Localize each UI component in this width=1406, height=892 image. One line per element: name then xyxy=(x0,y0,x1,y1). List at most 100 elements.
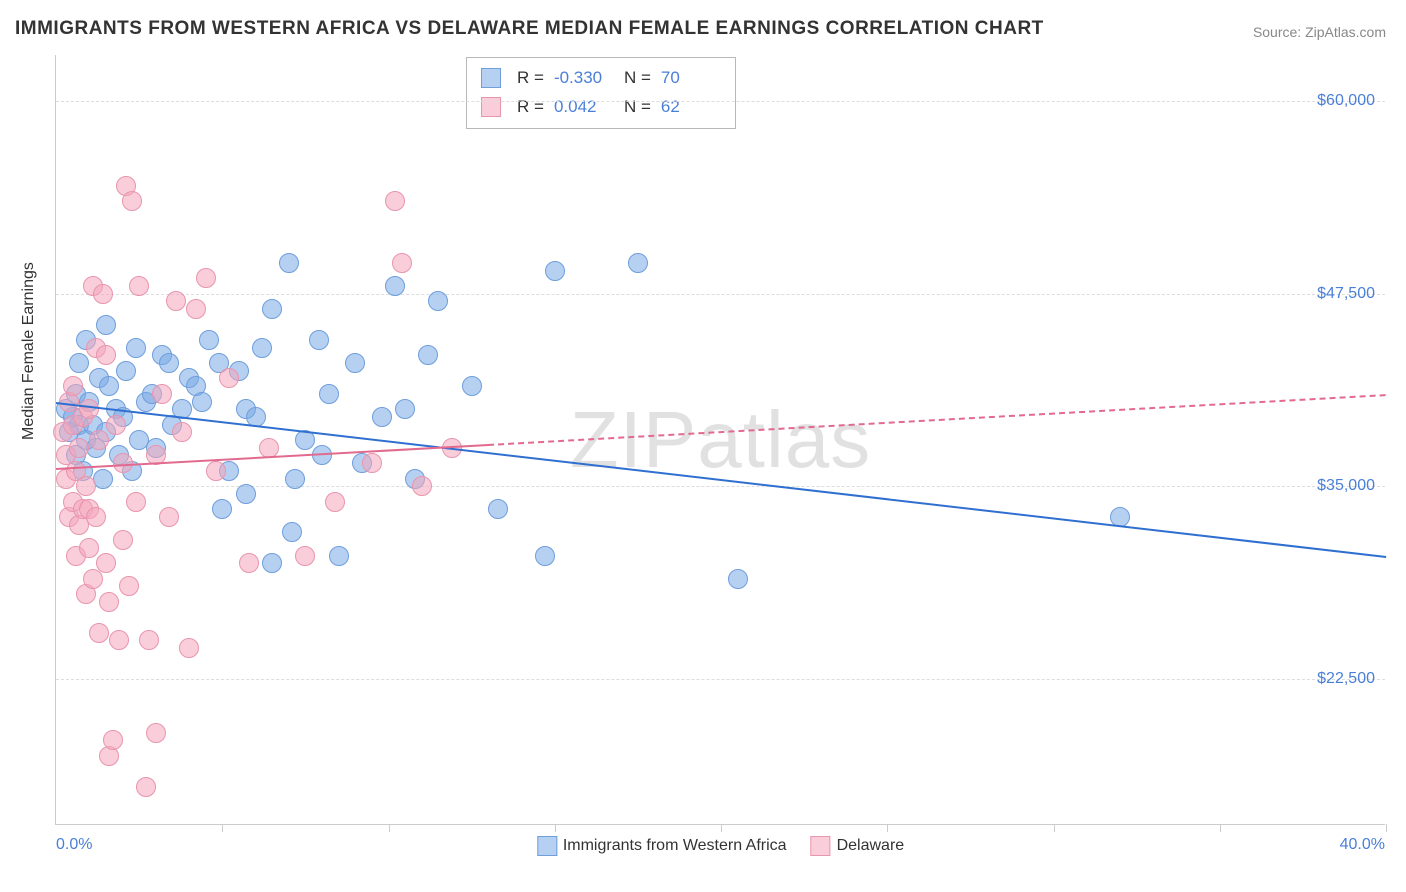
data-point xyxy=(116,361,136,381)
data-point xyxy=(79,538,99,558)
correlation-stats-box: R = -0.330 N = 70R =0.042N =62 xyxy=(466,57,736,129)
data-point xyxy=(535,546,555,566)
data-point xyxy=(96,345,116,365)
data-point xyxy=(139,630,159,650)
data-point xyxy=(392,253,412,273)
data-point xyxy=(282,522,302,542)
data-point xyxy=(395,399,415,419)
data-point xyxy=(262,553,282,573)
source-attribution: Source: ZipAtlas.com xyxy=(1253,24,1386,40)
data-point xyxy=(89,430,109,450)
data-point xyxy=(79,399,99,419)
data-point xyxy=(199,330,219,350)
data-point xyxy=(99,376,119,396)
data-point xyxy=(418,345,438,365)
data-point xyxy=(262,299,282,319)
data-point xyxy=(279,253,299,273)
data-point xyxy=(329,546,349,566)
data-point xyxy=(159,507,179,527)
data-point xyxy=(69,353,89,373)
grid-line xyxy=(56,101,1385,102)
data-point xyxy=(69,438,89,458)
data-point xyxy=(345,353,365,373)
y-tick-label: $22,500 xyxy=(1317,670,1375,688)
data-point xyxy=(172,422,192,442)
data-point xyxy=(76,476,96,496)
n-value: 70 xyxy=(661,64,721,93)
data-point xyxy=(196,268,216,288)
r-label: R = xyxy=(517,93,544,122)
data-point xyxy=(428,291,448,311)
data-point xyxy=(126,492,146,512)
data-point xyxy=(236,484,256,504)
data-point xyxy=(412,476,432,496)
legend-swatch xyxy=(537,836,557,856)
data-point xyxy=(96,315,116,335)
data-point xyxy=(545,261,565,281)
legend-swatch xyxy=(481,68,501,88)
legend-label: Immigrants from Western Africa xyxy=(563,837,787,854)
data-point xyxy=(113,530,133,550)
plot-area: ZIPatlas R =-0.330N =70R =0.042N =62 0.0… xyxy=(55,55,1385,825)
data-point xyxy=(89,623,109,643)
stats-row: R = -0.330 N = 70 xyxy=(481,64,721,93)
grid-line xyxy=(56,679,1385,680)
data-point xyxy=(152,384,172,404)
x-tick xyxy=(887,824,888,832)
stats-row: R =0.042N =62 xyxy=(481,93,721,122)
data-point xyxy=(212,499,232,519)
legend-item: Immigrants from Western Africa xyxy=(537,836,787,856)
data-point xyxy=(325,492,345,512)
grid-line xyxy=(56,486,1385,487)
data-point xyxy=(136,777,156,797)
data-point xyxy=(488,499,508,519)
x-tick xyxy=(555,824,556,832)
data-point xyxy=(126,338,146,358)
watermark-text: ZIPatlas xyxy=(570,394,871,486)
x-axis-min-label: 0.0% xyxy=(56,836,92,854)
data-point xyxy=(86,507,106,527)
data-point xyxy=(129,276,149,296)
data-point xyxy=(103,730,123,750)
y-axis-title: Median Female Earnings xyxy=(20,262,38,440)
legend-item: Delaware xyxy=(811,836,905,856)
data-point xyxy=(122,191,142,211)
trend-line xyxy=(56,402,1386,558)
data-point xyxy=(186,299,206,319)
data-point xyxy=(219,368,239,388)
data-point xyxy=(119,576,139,596)
data-point xyxy=(63,376,83,396)
x-tick xyxy=(1220,824,1221,832)
x-tick xyxy=(1386,824,1387,832)
data-point xyxy=(628,253,648,273)
chart-title: IMMIGRANTS FROM WESTERN AFRICA VS DELAWA… xyxy=(15,18,1044,40)
r-label: R = xyxy=(517,64,544,93)
data-point xyxy=(96,553,116,573)
trend-line xyxy=(488,394,1386,446)
data-point xyxy=(146,723,166,743)
data-point xyxy=(99,592,119,612)
data-point xyxy=(319,384,339,404)
y-tick-label: $47,500 xyxy=(1317,285,1375,303)
x-tick xyxy=(1054,824,1055,832)
data-point xyxy=(295,546,315,566)
n-label: N = xyxy=(624,93,651,122)
x-tick xyxy=(222,824,223,832)
legend-label: Delaware xyxy=(837,837,905,854)
x-tick xyxy=(389,824,390,832)
n-label: N = xyxy=(624,64,651,93)
data-point xyxy=(385,191,405,211)
data-point xyxy=(166,291,186,311)
data-point xyxy=(285,469,305,489)
grid-line xyxy=(56,294,1385,295)
x-axis-max-label: 40.0% xyxy=(1340,836,1385,854)
data-point xyxy=(362,453,382,473)
legend-swatch xyxy=(811,836,831,856)
y-tick-label: $60,000 xyxy=(1317,92,1375,110)
y-tick-label: $35,000 xyxy=(1317,477,1375,495)
data-point xyxy=(106,415,126,435)
data-point xyxy=(259,438,279,458)
data-point xyxy=(179,638,199,658)
data-point xyxy=(109,630,129,650)
r-value: -0.330 xyxy=(554,64,614,93)
